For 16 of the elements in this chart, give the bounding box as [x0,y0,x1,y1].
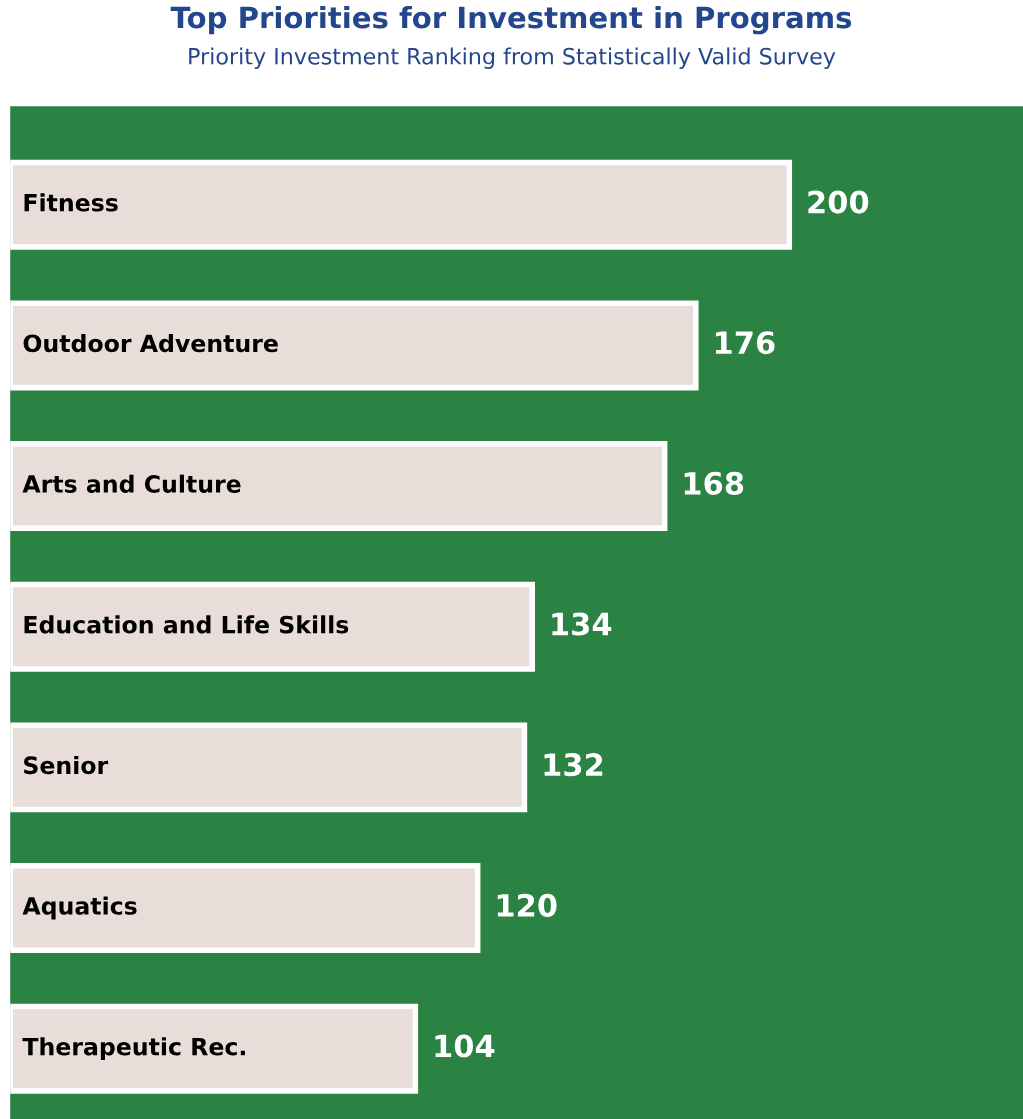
y-tick-label: Aquatics [22,896,137,920]
data-label: 200 [808,190,869,214]
data-label: 168 [684,471,744,495]
data-label: 104 [435,1034,495,1058]
y-tick-label: Arts and Culture [22,474,241,493]
y-tick-label: Therapeutic Rec. [22,1037,245,1061]
y-tick-label: Fitness [24,193,118,212]
data-label: 134 [552,612,612,636]
data-label: 120 [497,893,557,917]
y-tick-label: Senior [24,755,109,775]
y-tick-label: Outdoor Adventure [23,333,278,353]
chart-subtitle: Priority Investment Ranking from Statistically Valid Survey [189,47,836,69]
data-label: 132 [544,753,603,777]
y-tick-label: Education and Life Skills [24,615,349,634]
chart-title: Top Priorities for Investment in Programs [170,5,852,35]
data-label: 176 [715,331,775,355]
